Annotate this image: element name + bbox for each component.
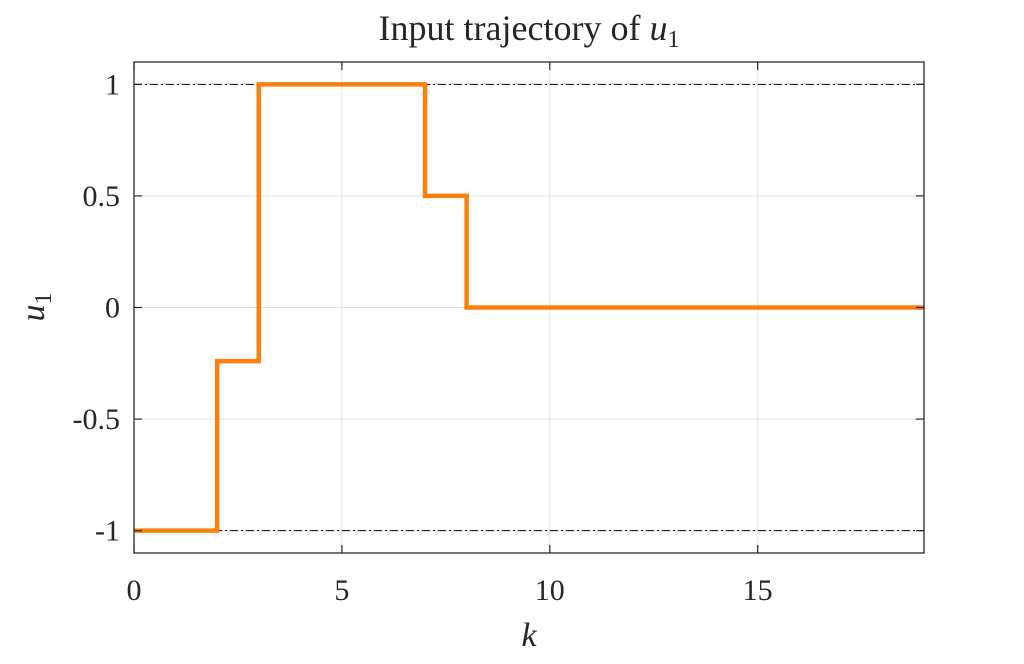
title-sub: 1 (667, 27, 679, 53)
chart-title: Input trajectory of u1 (379, 8, 680, 53)
series-group (134, 82, 924, 533)
x-tick-label: 15 (743, 574, 773, 607)
y-tick-label: 1 (105, 68, 120, 101)
y-label-var: u (15, 305, 52, 322)
x-tick-label: 5 (334, 574, 349, 607)
tick-labels: 0 5 10 15 -1 -0.5 0 0.5 1 (73, 68, 773, 607)
y-label-sub: 1 (31, 293, 57, 305)
title-var: u (649, 8, 667, 48)
title-prefix: Input trajectory of (379, 8, 650, 48)
x-tick-label: 0 (127, 574, 142, 607)
y-tick-label: 0.5 (83, 180, 121, 213)
series-line (134, 82, 924, 533)
y-axis-label: u1 (15, 293, 57, 322)
y-tick-label: 0 (105, 292, 120, 325)
ticks (133, 62, 924, 553)
x-axis-label: k (521, 617, 537, 654)
x-tick-label: 10 (535, 574, 565, 607)
y-tick-label: -0.5 (73, 403, 121, 436)
y-tick-label: -1 (95, 515, 120, 548)
